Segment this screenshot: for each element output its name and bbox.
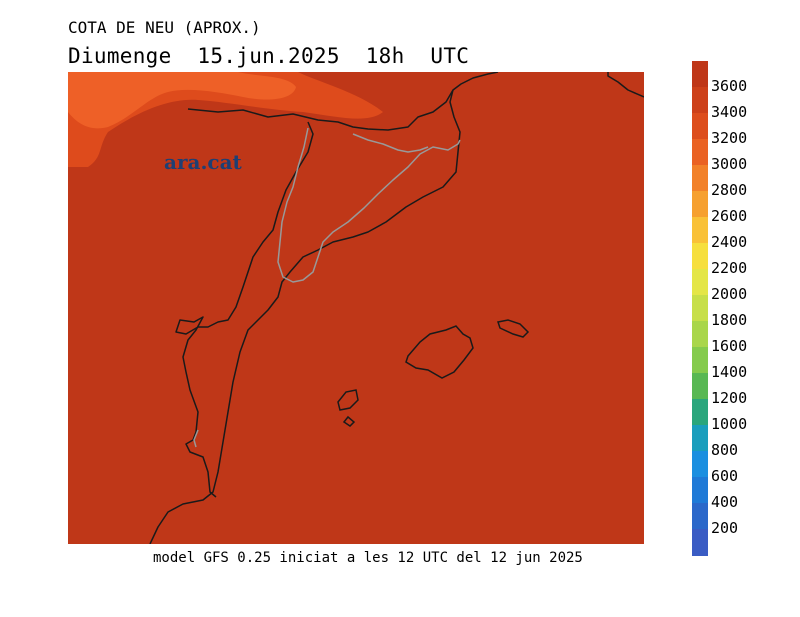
legend-swatch <box>692 373 708 400</box>
map-panel: ara.cat <box>68 72 644 544</box>
legend-label: 400 <box>711 493 739 511</box>
legend-label: 2600 <box>711 207 748 225</box>
snow-level-map <box>68 72 644 544</box>
legend-label: 3200 <box>711 129 748 147</box>
valencia-border-line <box>193 429 199 448</box>
legend-label: 800 <box>711 441 739 459</box>
legend-swatch <box>692 191 708 218</box>
legend-swatch <box>692 217 708 244</box>
legend-swatch <box>692 347 708 374</box>
legend-swatch <box>692 425 708 452</box>
legend-swatch <box>692 295 708 322</box>
snow-level-band-top <box>68 72 296 129</box>
legend-label: 1000 <box>711 415 748 433</box>
model-caption: model GFS 0.25 iniciat a les 12 UTC del … <box>153 550 583 566</box>
catalonia-border-line <box>277 127 461 283</box>
andorra-border-line <box>352 133 429 153</box>
coastline <box>149 72 644 544</box>
legend-swatch <box>692 451 708 478</box>
snow-level-field <box>68 72 644 544</box>
legend-swatch <box>692 139 708 166</box>
catalonia-borders <box>193 127 461 448</box>
legend-swatch <box>692 321 708 348</box>
legend-swatch <box>692 269 708 296</box>
legend-label: 200 <box>711 519 739 537</box>
pyrenees-coast-line <box>187 72 499 131</box>
legend-swatch <box>692 529 708 556</box>
legend-swatch <box>692 61 708 88</box>
legend-label: 2000 <box>711 285 748 303</box>
legend-label: 2800 <box>711 181 748 199</box>
legend-swatch <box>692 113 708 140</box>
menorca-outline <box>497 319 530 338</box>
legend-label: 1200 <box>711 389 748 407</box>
legend-swatch <box>692 165 708 192</box>
iberian-frontier-line <box>175 121 314 498</box>
legend-swatch <box>692 477 708 504</box>
map-title: COTA DE NEU (APROX.) <box>68 18 261 37</box>
legend-label: 2400 <box>711 233 748 251</box>
mallorca-outline <box>405 325 474 379</box>
legend-swatch <box>692 243 708 270</box>
legend-swatch <box>692 399 708 426</box>
legend-label: 2200 <box>711 259 748 277</box>
french-coast-line <box>607 72 644 98</box>
map-subtitle: Diumenge 15.jun.2025 18h UTC <box>68 44 470 68</box>
legend-swatch <box>692 87 708 114</box>
formentera-outline <box>342 415 356 427</box>
legend-label: 600 <box>711 467 739 485</box>
legend-label: 3400 <box>711 103 748 121</box>
catalan-coast-line <box>149 89 461 544</box>
legend-color-bar <box>692 61 708 556</box>
balearic-islands <box>337 319 530 427</box>
legend-swatch <box>692 503 708 530</box>
logo: ara.cat <box>164 150 242 174</box>
legend-label: 1400 <box>711 363 748 381</box>
legend-label: 1800 <box>711 311 748 329</box>
legend-label: 3600 <box>711 77 748 95</box>
ibiza-outline <box>337 389 359 411</box>
legend-label: 3000 <box>711 155 748 173</box>
legend-label: 1600 <box>711 337 748 355</box>
